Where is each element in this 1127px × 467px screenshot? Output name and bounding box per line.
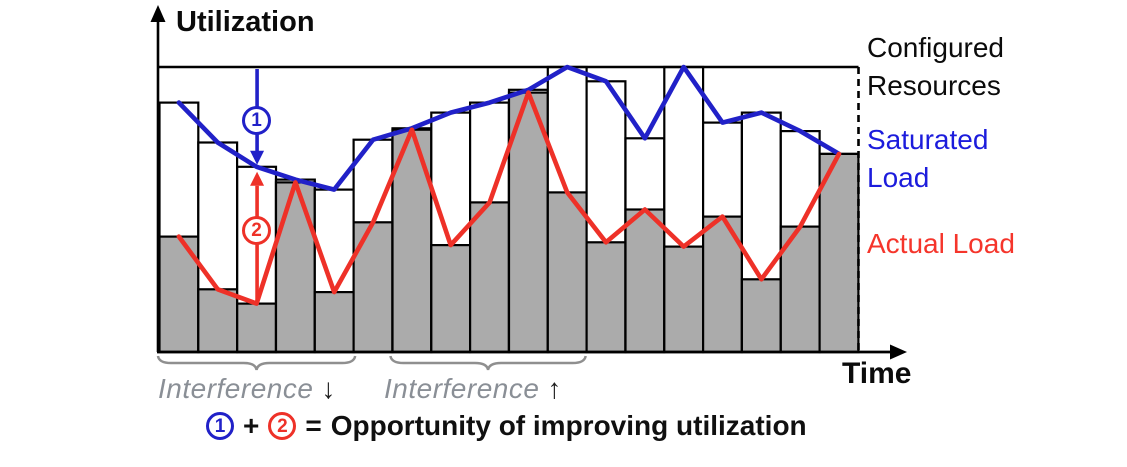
actual-load-line <box>176 90 842 306</box>
legend-configured-resources: Configured Resources <box>867 32 1004 101</box>
actual-bar-12 <box>585 241 627 354</box>
legend-saturated-load: Saturated Load <box>867 124 989 193</box>
actual-bar-9 <box>469 201 511 354</box>
actual-bar-8 <box>430 244 472 354</box>
actual-bar-5 <box>313 291 355 354</box>
actual-bar-2 <box>197 288 239 354</box>
legend-actual-load: Actual Load <box>867 228 1015 259</box>
caption-circled-1: 1 <box>206 412 234 440</box>
x-axis-arrowhead <box>890 344 907 360</box>
actual-bar-6 <box>352 221 394 354</box>
gap2-arrowhead <box>250 171 265 186</box>
up-arrow-glyph: ↑ <box>547 373 562 404</box>
circled-2-badge: 2 <box>242 216 271 245</box>
interference-decrease-brace <box>156 355 357 371</box>
saturated-load-line <box>176 64 842 192</box>
actual-bar-14 <box>663 245 705 354</box>
caption-circled-2: 2 <box>268 412 297 440</box>
interference-decrease-label: Interference ↓ <box>158 373 336 405</box>
gap1-arrowhead <box>250 150 265 165</box>
caption: 1 + 2 = Opportunity of improving utiliza… <box>206 410 807 442</box>
down-arrow-glyph: ↓ <box>321 373 336 404</box>
caption-plus: + <box>243 410 260 441</box>
caption-equals: = <box>305 410 322 441</box>
actual-bar-3 <box>236 302 278 354</box>
interference-decrease-text: Interference <box>158 373 314 404</box>
interference-increase-text: Interference <box>384 373 540 404</box>
actual-bar-11 <box>546 191 588 354</box>
x-axis-title: Time <box>842 357 912 390</box>
actual-bar-18 <box>818 152 860 354</box>
circled-1-badge: 1 <box>242 106 271 135</box>
y-axis-arrowhead <box>150 5 166 22</box>
actual-bar-13 <box>624 208 666 354</box>
actual-bar-4 <box>274 181 316 354</box>
actual-bar-16 <box>740 278 782 354</box>
caption-text: Opportunity of improving utilization <box>330 410 807 441</box>
interference-increase-brace <box>389 355 587 371</box>
y-axis-title: Utilization <box>176 6 315 38</box>
interference-increase-label: Interference ↑ <box>384 373 562 405</box>
